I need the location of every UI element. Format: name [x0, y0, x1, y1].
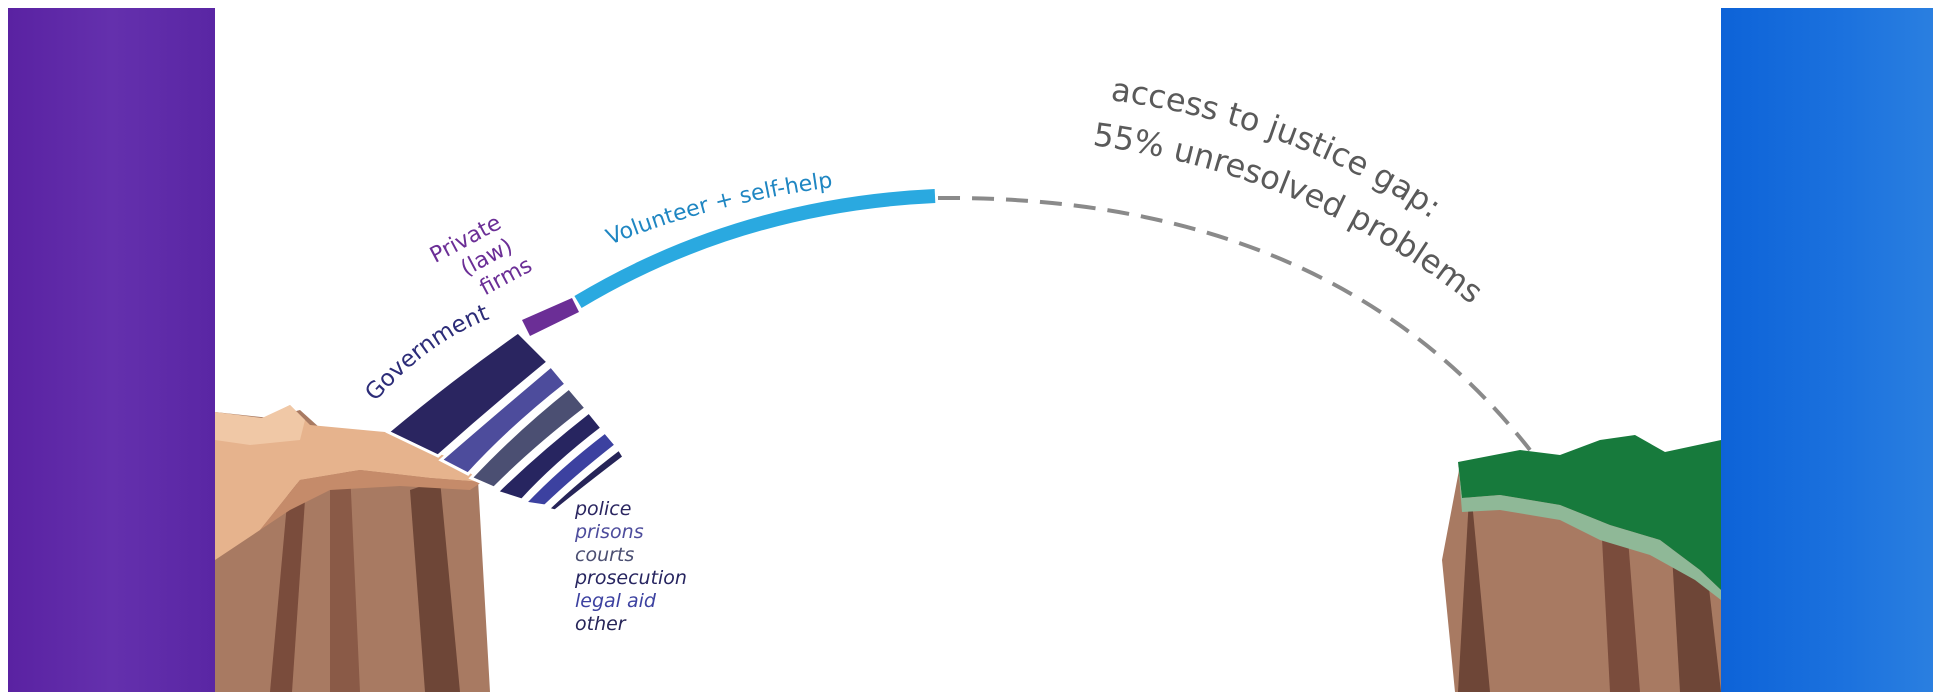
legend-item-prisons: prisons	[574, 521, 644, 543]
volunteer-arc	[574, 189, 936, 309]
legend-item-legal-aid: legal aid	[575, 590, 657, 612]
government-wedge	[385, 330, 626, 513]
legend-item-police: police	[574, 498, 631, 520]
government-breakdown-legend: police prisons courts prosecution legal …	[574, 498, 687, 635]
government-segment-legal-aid	[521, 429, 619, 508]
private-firms-label: Private (law) firms	[426, 210, 536, 301]
government-segment-courts	[468, 385, 589, 490]
legend-item-other: other	[575, 613, 627, 635]
government-segment-police	[385, 330, 551, 458]
private-firms-segment	[522, 298, 579, 336]
government-segment-prosecution	[494, 409, 605, 502]
legend-item-courts: courts	[575, 544, 634, 566]
justice-gap-line	[937, 195, 1532, 452]
right-panel	[1721, 8, 1933, 692]
government-segment-other	[545, 446, 626, 513]
cliff-grass-icon	[1442, 435, 1721, 692]
left-panel	[8, 8, 215, 692]
cliff-sand-icon	[215, 405, 490, 692]
government-segment-prisons	[438, 363, 569, 476]
legend-item-prosecution: prosecution	[574, 567, 687, 589]
